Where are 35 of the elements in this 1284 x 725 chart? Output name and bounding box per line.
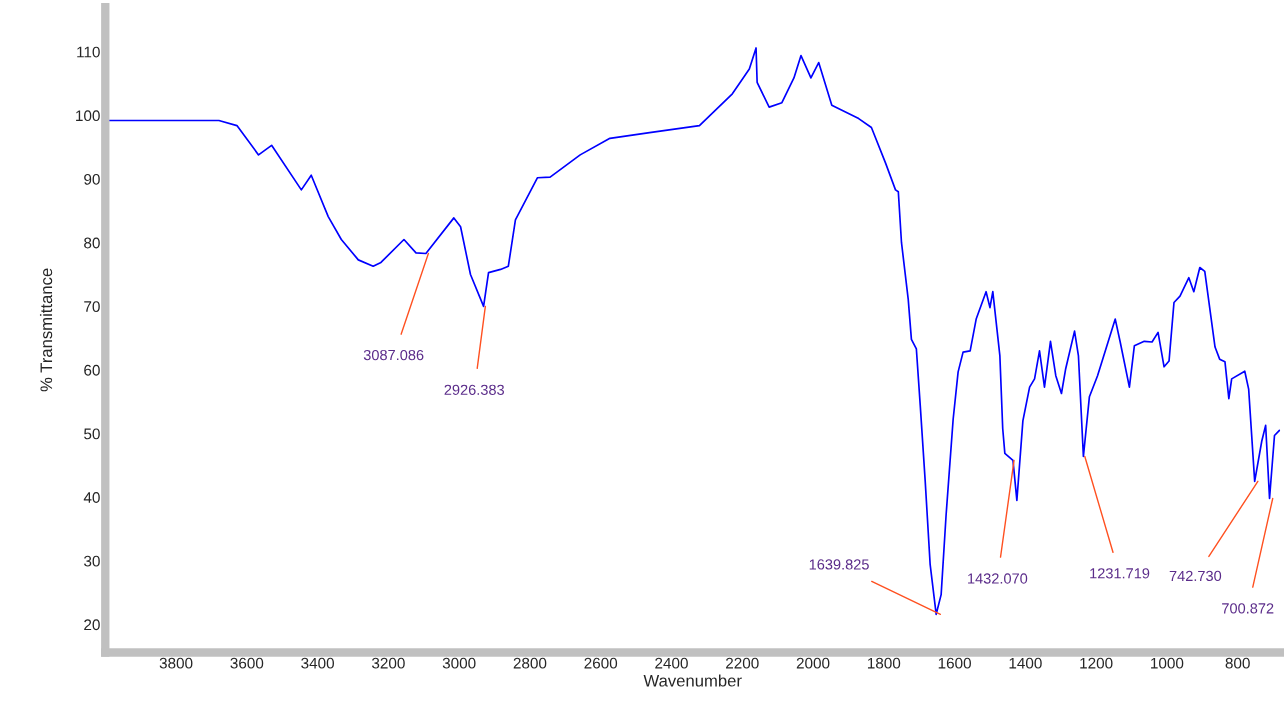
x-tick-label: 3800 bbox=[159, 657, 193, 669]
y-tick-label: 90 bbox=[84, 173, 100, 185]
x-tick-label: 800 bbox=[1225, 657, 1250, 669]
y-tick-label: 40 bbox=[83, 492, 100, 503]
y-tick-label: 30 bbox=[84, 555, 100, 567]
x-axis-title: Wavenumber bbox=[643, 674, 742, 687]
y-tick-label: 20 bbox=[84, 619, 100, 631]
y-tick-label: 70 bbox=[84, 301, 100, 313]
y-tick-label: 50 bbox=[84, 428, 100, 440]
x-tick-label: 2600 bbox=[584, 657, 618, 669]
annotation: 2926.383 bbox=[444, 384, 505, 395]
y-tick-label: 60 bbox=[84, 364, 100, 376]
x-tick-label: 3400 bbox=[301, 657, 335, 669]
annotation: 1432.070 bbox=[968, 573, 1028, 584]
annotation: 700.872 bbox=[1222, 603, 1274, 614]
x-tick-label: 2800 bbox=[513, 657, 547, 669]
x-tick-label: 3200 bbox=[371, 657, 405, 669]
x-tick-label: 1400 bbox=[1009, 657, 1042, 669]
x-tick-label: 3000 bbox=[442, 657, 476, 669]
x-tick-label: 2200 bbox=[726, 657, 759, 669]
annotation: 742.730 bbox=[1169, 570, 1222, 582]
annotation: 3087.086 bbox=[363, 349, 424, 361]
y-tick-label: 100 bbox=[76, 110, 100, 122]
x-tick-label: 1800 bbox=[867, 657, 901, 669]
y-tick-label: 110 bbox=[77, 46, 100, 58]
y-axis-title: % Transmittance bbox=[39, 268, 53, 392]
x-tick-label: 1600 bbox=[938, 657, 971, 669]
annotation: 1231.719 bbox=[1090, 568, 1150, 579]
y-tick-label: 80 bbox=[84, 237, 100, 249]
x-tick-label: 1000 bbox=[1151, 657, 1184, 669]
annotation: 1639.825 bbox=[809, 559, 869, 570]
x-tick-label: 2400 bbox=[655, 657, 688, 669]
x-tick-label: 2000 bbox=[796, 657, 830, 669]
x-tick-label: 1200 bbox=[1080, 657, 1113, 669]
x-tick-label: 3600 bbox=[230, 657, 264, 669]
